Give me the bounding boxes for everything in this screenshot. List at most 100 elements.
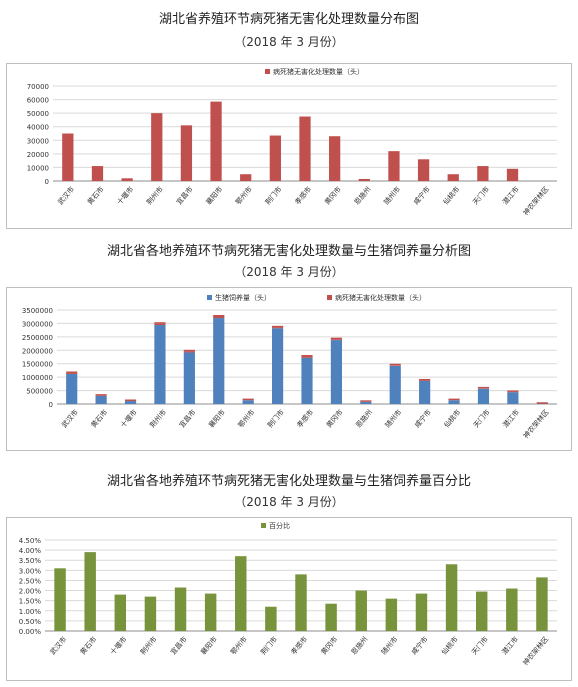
y-tick-label: 2500000 xyxy=(22,334,53,342)
bar xyxy=(151,113,163,181)
bar xyxy=(180,125,193,181)
x-tick-label: 潜江市 xyxy=(500,185,520,207)
y-tick-label: 0 xyxy=(49,401,53,409)
bar xyxy=(417,159,430,181)
bar xyxy=(389,365,401,404)
bar xyxy=(66,373,78,404)
bar xyxy=(213,316,225,319)
bar-cap xyxy=(360,400,372,402)
chart1-panel: 0 10000 20000 30000 40000 50000 60000 70000 病死猪无… xyxy=(6,63,572,229)
legend-swatch xyxy=(261,523,266,528)
x-tick-label: 仙桃市 xyxy=(442,408,462,430)
bar xyxy=(355,590,367,631)
x-tick-label: 恩施州 xyxy=(349,635,369,657)
y-tick-label: 2.50% xyxy=(19,577,42,585)
y-tick-label: 70000 xyxy=(27,83,49,91)
bar xyxy=(183,352,195,404)
y-tick-label: 1.00% xyxy=(19,608,42,616)
y-tick-label: 4.00% xyxy=(19,547,42,555)
bar-cap xyxy=(330,337,342,340)
x-tick-label: 随州市 xyxy=(382,185,402,207)
bar-cap xyxy=(124,399,137,401)
x-tick-label: 仙桃市 xyxy=(441,185,461,207)
y-tick-label: 2000000 xyxy=(22,347,53,355)
x-tick-label: 襄阳市 xyxy=(207,408,227,430)
legend-swatch xyxy=(327,295,332,300)
x-tick-label: 鄂州市 xyxy=(229,635,249,657)
bar xyxy=(506,588,518,631)
x-tick-label: 仙桃市 xyxy=(439,635,459,657)
bar xyxy=(388,151,400,181)
x-tick-label: 咸宁市 xyxy=(412,408,432,430)
bar xyxy=(385,598,398,631)
y-tick-label: 0.00% xyxy=(19,628,42,636)
y-tick-label: 30000 xyxy=(27,137,49,145)
chart1-subtitle: （2018 年 3 月份） xyxy=(234,35,344,49)
bar-cap xyxy=(507,390,519,392)
bar xyxy=(325,603,337,631)
chart2-panel: 0 500000 1000000 1500000 2000000 2500000 30000… xyxy=(6,287,572,451)
chart3-panel: 0.00% 0.50% 1.00% 1.50% 2.00% 2.50% 3.00% 3.50%… xyxy=(6,517,572,681)
x-tick-label: 荆州市 xyxy=(145,185,165,207)
bar xyxy=(330,339,342,341)
y-tick-label: 3.00% xyxy=(19,567,42,575)
x-tick-label: 黄石市 xyxy=(78,635,98,657)
bar xyxy=(154,325,166,404)
bar xyxy=(507,392,519,404)
x-tick-label: 宜昌市 xyxy=(177,408,197,430)
bar xyxy=(272,328,284,404)
bar-cap xyxy=(272,325,284,328)
bar-cap xyxy=(95,394,107,396)
bar-cap xyxy=(389,363,401,366)
bar xyxy=(204,593,217,631)
bar xyxy=(114,594,127,631)
bar-cap xyxy=(448,398,460,401)
x-tick-label: 黄冈市 xyxy=(319,635,339,657)
x-tick-label: 武汉市 xyxy=(56,185,76,207)
bar xyxy=(124,401,137,404)
x-tick-label: 武汉市 xyxy=(60,408,80,430)
bar xyxy=(91,166,104,181)
chart2-title: 湖北省各地养殖环节病死猪无害化处理数量与生猪饲养量分析图 xyxy=(106,244,471,259)
y-tick-label: 3000000 xyxy=(22,320,53,328)
bar xyxy=(265,606,277,631)
x-tick-label: 荆门市 xyxy=(263,185,283,207)
x-tick-label: 孝感市 xyxy=(289,635,309,657)
bar xyxy=(360,401,372,404)
bar-cap xyxy=(536,402,548,404)
bar xyxy=(301,356,313,358)
y-tick-label: 3500000 xyxy=(22,307,53,315)
bar xyxy=(301,357,313,404)
bar xyxy=(329,136,341,181)
bar xyxy=(272,327,284,329)
bar xyxy=(242,400,254,404)
x-tick-label: 宜昌市 xyxy=(174,185,194,207)
x-tick-label: 咸宁市 xyxy=(409,635,429,657)
x-tick-label: 黄冈市 xyxy=(324,408,344,430)
x-tick-label: 鄂州市 xyxy=(236,408,256,430)
y-tick-label: 4.50% xyxy=(19,537,42,545)
legend-swatch xyxy=(207,295,212,300)
bar-cap xyxy=(213,314,225,317)
y-tick-label: 50000 xyxy=(27,110,49,118)
y-tick-label: 10000 xyxy=(27,164,49,172)
y-tick-label: 1.50% xyxy=(19,598,42,606)
chart3-plot: 0.00% 0.50% 1.00% 1.50% 2.00% 2.50% 3.00% 3.50%… xyxy=(19,521,557,667)
bar xyxy=(235,556,247,631)
x-tick-label: 随州市 xyxy=(379,635,399,657)
chart2-subtitle: （2018 年 3 月份） xyxy=(234,265,344,279)
x-tick-label: 潜江市 xyxy=(500,635,520,657)
chart3-subtitle: （2018 年 3 月份） xyxy=(234,495,344,509)
bar xyxy=(144,596,157,631)
bar xyxy=(330,340,342,404)
x-tick-label: 黄石市 xyxy=(89,408,109,430)
bar-cap xyxy=(154,322,166,324)
x-tick-label: 荆门市 xyxy=(259,635,279,657)
bar xyxy=(210,101,222,181)
y-tick-label: 40000 xyxy=(27,124,49,132)
x-tick-label: 襄阳市 xyxy=(204,185,224,207)
bar xyxy=(213,318,225,404)
bar xyxy=(415,593,428,631)
x-tick-label: 黄石市 xyxy=(85,185,105,207)
bar xyxy=(536,577,548,631)
